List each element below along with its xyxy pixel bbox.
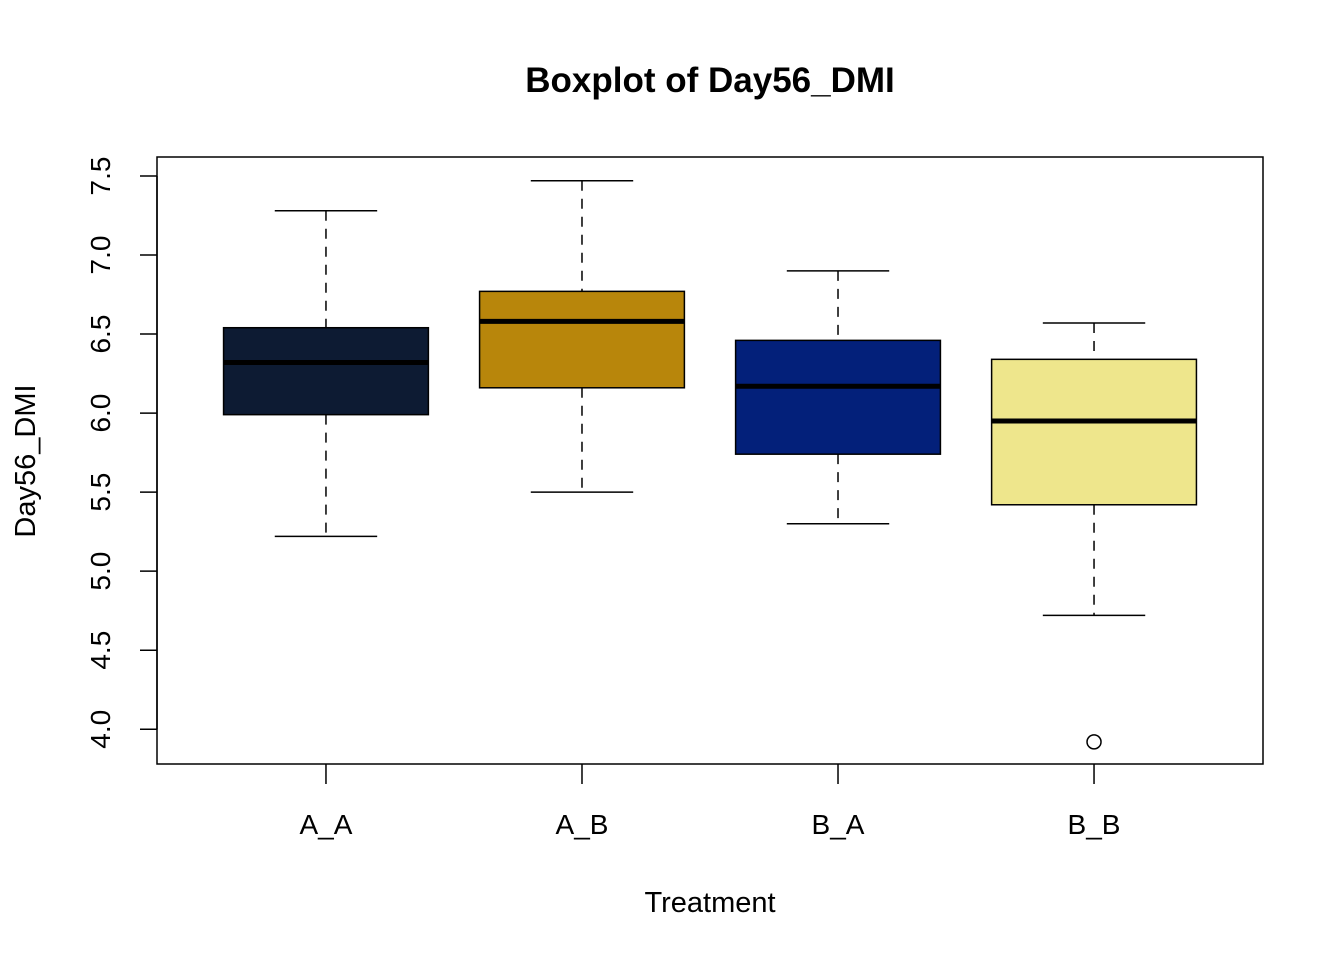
iqr-box — [990, 358, 1198, 506]
y-tick-label: 5.0 — [85, 552, 116, 591]
box-A_B — [478, 179, 686, 493]
y-tick-label: 4.5 — [85, 631, 116, 670]
x-tick-label: B_B — [1068, 809, 1121, 840]
x-tick-label: B_A — [812, 809, 865, 840]
x-axis: A_A A_B B_A B_B — [300, 764, 1121, 840]
chart-title: Boxplot of Day56_DMI — [525, 61, 895, 100]
y-axis: 4.0 4.5 5.0 5.5 6.0 6.5 7.0 7.5 — [85, 157, 158, 749]
box-B_B — [990, 322, 1198, 750]
x-axis-label: Treatment — [644, 887, 775, 919]
iqr-box — [734, 339, 942, 455]
iqr-box — [222, 326, 430, 416]
box-B_A — [734, 270, 942, 525]
y-axis-label: Day56_DMI — [10, 384, 42, 537]
y-tick-label: 7.0 — [85, 236, 116, 275]
y-tick-label: 6.0 — [85, 394, 116, 433]
y-tick-label: 5.5 — [85, 473, 116, 512]
x-tick-label: A_B — [556, 809, 609, 840]
y-tick-label: 7.5 — [85, 157, 116, 196]
y-tick-label: 6.5 — [85, 315, 116, 354]
boxes — [222, 179, 1198, 750]
x-tick-label: A_A — [300, 809, 353, 840]
box-A_A — [222, 209, 430, 538]
y-tick-label: 4.0 — [85, 710, 116, 749]
iqr-box — [478, 290, 686, 389]
outlier-point — [1086, 734, 1102, 750]
